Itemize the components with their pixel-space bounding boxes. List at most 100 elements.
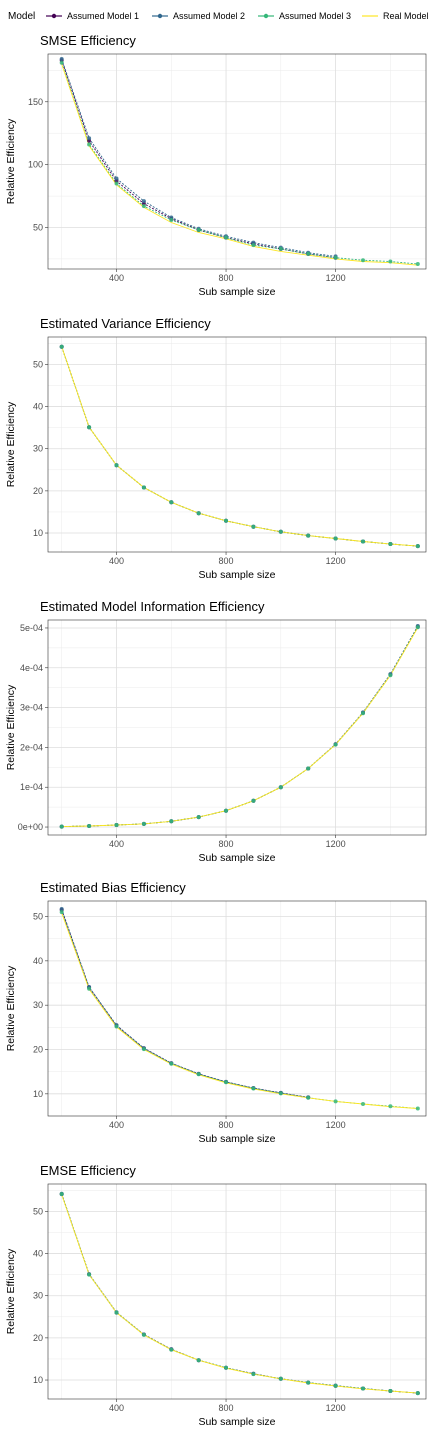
x-axis-label: Sub sample size bbox=[198, 1133, 275, 1145]
series-point bbox=[59, 344, 64, 349]
series-point bbox=[196, 1072, 201, 1077]
chart-panels: SMSE Efficiency 400 800 1200 50 100 150 Sub sam… bbox=[5, 33, 427, 1428]
series-group bbox=[59, 907, 420, 1111]
x-tick-label: 800 bbox=[219, 1403, 234, 1413]
panel-border bbox=[47, 1183, 427, 1400]
series-point bbox=[333, 255, 338, 260]
x-tick-label: 400 bbox=[109, 556, 124, 566]
series-point bbox=[114, 1024, 119, 1029]
plot-area bbox=[48, 54, 426, 269]
series-point bbox=[388, 1389, 393, 1393]
plot-area bbox=[48, 337, 426, 552]
panel-border bbox=[47, 336, 427, 553]
series-point bbox=[306, 1095, 311, 1100]
y-tick-label: 20 bbox=[33, 486, 43, 496]
y-tick-label: 10 bbox=[33, 1375, 43, 1385]
series-line bbox=[61, 62, 418, 265]
x-axis-label: Sub sample size bbox=[198, 852, 275, 864]
series-point bbox=[361, 258, 365, 263]
legend-label: Assumed Model 2 bbox=[173, 11, 245, 21]
series-point bbox=[278, 1376, 283, 1381]
y-tick-label: 40 bbox=[33, 956, 43, 966]
gridlines bbox=[48, 901, 426, 1117]
x-axis-label: Sub sample size bbox=[198, 1416, 275, 1428]
legend-key-point bbox=[263, 13, 269, 19]
y-tick-label: 50 bbox=[33, 912, 43, 922]
legend-entry: Assumed Model 1 bbox=[46, 11, 139, 21]
y-tick-label: 30 bbox=[33, 444, 43, 454]
panel-border bbox=[47, 619, 427, 836]
y-tick-label: 150 bbox=[28, 97, 43, 107]
y-tick-label: 20 bbox=[33, 1045, 43, 1055]
x-axis-label: Sub sample size bbox=[198, 569, 275, 581]
series-point bbox=[306, 1380, 311, 1385]
series-group bbox=[59, 1191, 420, 1396]
series-point bbox=[114, 463, 119, 468]
series-point bbox=[141, 485, 146, 490]
x-tick-label: 1200 bbox=[326, 273, 346, 283]
series-point bbox=[169, 1061, 174, 1066]
panel-border bbox=[47, 900, 427, 1117]
series-point bbox=[306, 766, 311, 771]
x-tick-label: 1200 bbox=[326, 1120, 346, 1130]
panel-border bbox=[47, 53, 427, 270]
series-point bbox=[361, 711, 365, 716]
series-point bbox=[415, 544, 420, 549]
y-tick-label: 10 bbox=[33, 1089, 43, 1099]
series-point bbox=[141, 821, 146, 826]
series-point bbox=[141, 1332, 146, 1337]
y-tick-label: 40 bbox=[33, 402, 43, 412]
series-point bbox=[415, 1106, 420, 1111]
x-tick-label: 1200 bbox=[326, 1403, 346, 1413]
x-tick-label: 1200 bbox=[326, 839, 346, 849]
series-point bbox=[251, 798, 256, 803]
chart-title: Estimated Bias Efficiency bbox=[40, 880, 186, 895]
chart-panel: Estimated Variance Efficiency 400 800 1200 1… bbox=[5, 316, 427, 581]
y-tick-label: 100 bbox=[28, 160, 43, 170]
plot-area bbox=[48, 1184, 426, 1399]
series-point bbox=[224, 1080, 228, 1085]
chart-title: Estimated Model Information Efficiency bbox=[40, 599, 265, 614]
series-point bbox=[388, 542, 393, 546]
y-tick-label: 4e-04 bbox=[20, 663, 43, 673]
y-axis-label: Relative Efficiency bbox=[5, 1248, 17, 1334]
legend-label: Assumed Model 3 bbox=[279, 11, 351, 21]
chart-title: Estimated Variance Efficiency bbox=[40, 316, 211, 331]
series-point bbox=[361, 1386, 365, 1391]
x-tick-label: 800 bbox=[219, 273, 234, 283]
y-tick-label: 3e-04 bbox=[20, 703, 43, 713]
x-tick-label: 800 bbox=[219, 839, 234, 849]
series-point bbox=[87, 1272, 92, 1277]
series-group bbox=[59, 344, 420, 549]
chart-panel: EMSE Efficiency 400 800 1200 10 20 30 40 50 Sub s… bbox=[5, 1163, 427, 1428]
chart-panel: SMSE Efficiency 400 800 1200 50 100 150 Sub sam… bbox=[5, 33, 427, 298]
plot-area bbox=[48, 901, 426, 1116]
series-group bbox=[59, 57, 420, 266]
y-tick-label: 20 bbox=[33, 1333, 43, 1343]
series-point bbox=[251, 1086, 256, 1091]
chart-panel: Estimated Bias Efficiency 400 800 1200 10 20 3… bbox=[5, 880, 427, 1145]
y-tick-label: 50 bbox=[33, 359, 43, 369]
legend-title: Model bbox=[8, 11, 35, 22]
series-line bbox=[61, 912, 418, 1109]
series-point bbox=[87, 824, 92, 828]
series-line bbox=[61, 627, 419, 828]
series-point bbox=[169, 218, 174, 222]
series-point bbox=[333, 742, 338, 747]
series-point bbox=[388, 1104, 393, 1109]
legend-key-point bbox=[51, 13, 57, 19]
series-point bbox=[361, 1102, 365, 1106]
x-tick-label: 400 bbox=[109, 1120, 124, 1130]
series-point bbox=[87, 136, 92, 141]
y-tick-label: 30 bbox=[33, 1000, 43, 1010]
series-point bbox=[59, 910, 64, 915]
y-tick-label: 1e-04 bbox=[20, 782, 43, 792]
series-point bbox=[251, 524, 256, 529]
series-point bbox=[169, 1347, 174, 1352]
series-point bbox=[141, 199, 146, 204]
series-point bbox=[141, 1047, 146, 1052]
y-tick-label: 50 bbox=[33, 223, 43, 233]
series-point bbox=[415, 262, 420, 266]
y-tick-label: 10 bbox=[33, 528, 43, 538]
